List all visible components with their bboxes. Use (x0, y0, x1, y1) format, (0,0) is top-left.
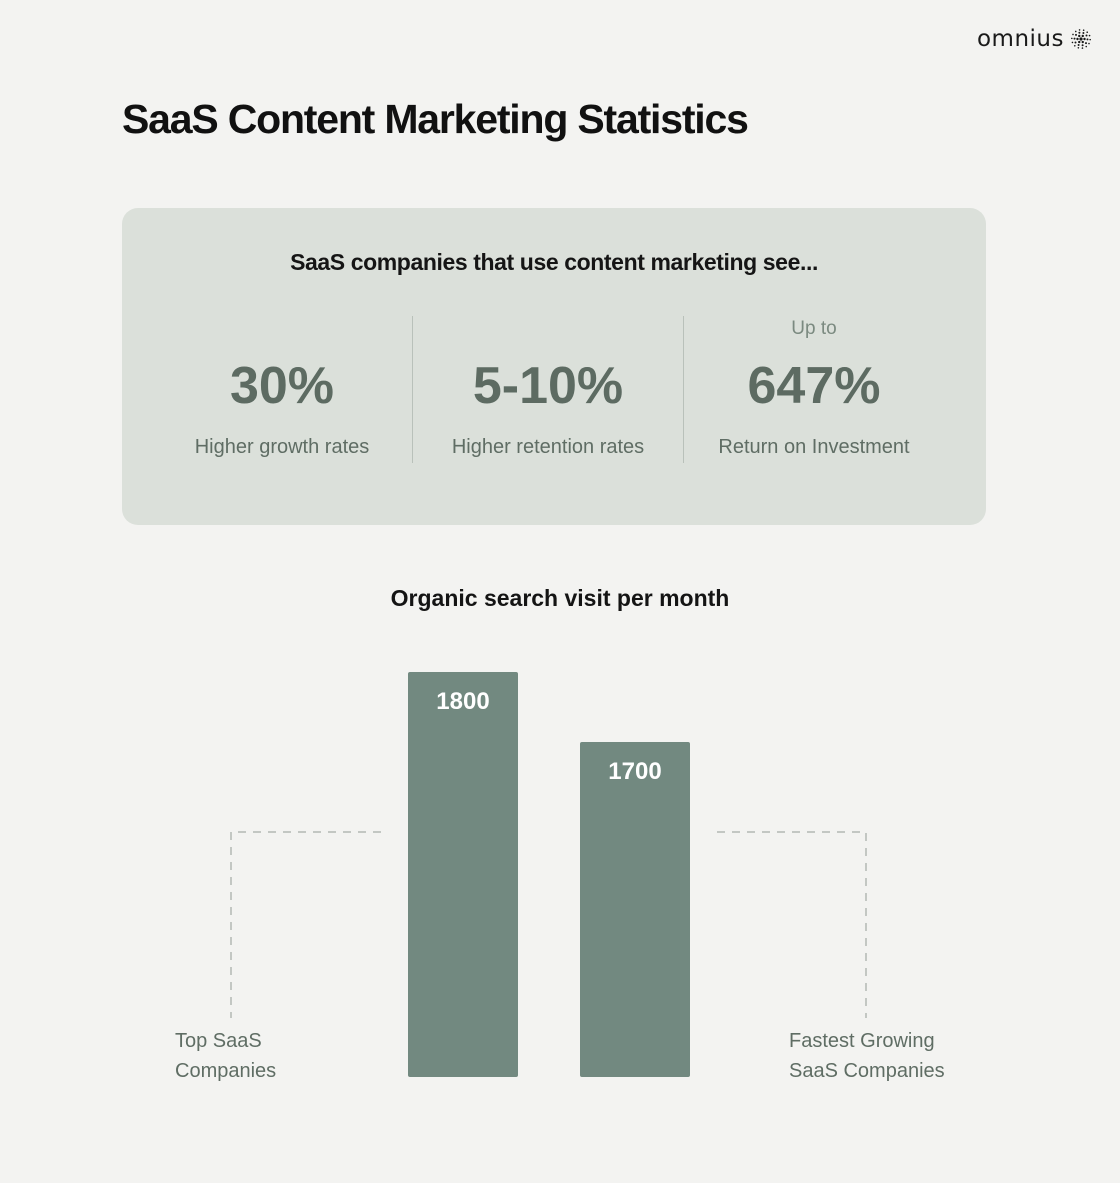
connector-left (230, 831, 381, 1018)
stats-card: SaaS companies that use content marketin… (122, 208, 986, 525)
dotted-sphere-icon (1071, 29, 1091, 49)
stat-label: Higher retention rates (451, 436, 645, 458)
stat-value: 5-10% (472, 357, 624, 415)
bar-0 (408, 672, 518, 1077)
stat-value: 647% (747, 357, 881, 415)
stat-label: Higher growth rates (194, 436, 370, 458)
connector-right (717, 831, 867, 1018)
bar-value-label: 1700 (608, 758, 661, 785)
bar-1 (580, 742, 690, 1077)
chart-marks: 1800 1700 Top SaaS Companies Fastest Growing… (175, 672, 945, 1082)
stat-label: Return on Investment (718, 436, 910, 458)
category-label: Top SaaS Companies (175, 1030, 276, 1082)
stats-heading: SaaS companies that use content marketin… (290, 249, 818, 275)
stat-value: 30% (229, 357, 335, 415)
stat-divider (683, 316, 684, 463)
brand-name: omnius (976, 26, 1064, 52)
bar-value-label: 1800 (436, 688, 489, 715)
page-title: SaaS Content Marketing Statistics (122, 96, 749, 142)
stat-prefix: Up to (791, 318, 837, 339)
stat-divider (412, 316, 413, 463)
chart-title: Organic search visit per month (391, 585, 730, 611)
category-label: Fastest Growing SaaS Companies (789, 1030, 945, 1082)
brand-logo: omnius (977, 26, 1092, 52)
